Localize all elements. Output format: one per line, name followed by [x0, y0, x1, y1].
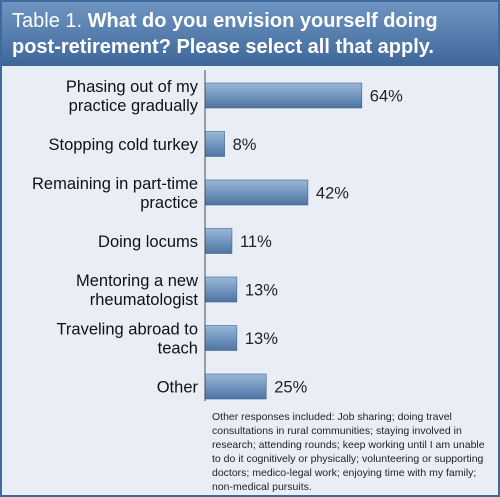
value-label: 42%	[316, 185, 349, 203]
bar-chart: Phasing out of my practice gradually 64% St…	[32, 70, 403, 401]
category-label: Other	[157, 379, 199, 397]
bar	[204, 325, 238, 351]
bar	[204, 82, 363, 109]
bar	[204, 131, 225, 157]
bar	[204, 179, 309, 206]
bar	[204, 228, 233, 254]
category-label: Stopping cold turkey	[48, 136, 198, 154]
category-label: Phasing out of my practice gradually	[66, 78, 199, 115]
value-label: 11%	[240, 233, 272, 251]
category-label: Traveling abroad to teach	[56, 321, 198, 358]
bar	[204, 276, 238, 303]
table-number: Table 1.	[12, 10, 83, 32]
value-label: 25%	[274, 379, 307, 397]
value-label: 8%	[233, 136, 257, 154]
value-label: 13%	[245, 330, 278, 348]
table-title: What do you envision yourself doing post…	[12, 10, 438, 58]
value-label: 13%	[245, 282, 278, 300]
table-header: Table 1. What do you envision yourself d…	[2, 2, 498, 66]
bars-group: Phasing out of my practice gradually 64% St…	[32, 78, 403, 400]
footnote: Other responses included: Job sharing; d…	[212, 411, 485, 493]
category-label: Mentoring a new rheumatologist	[76, 272, 198, 309]
value-label: 64%	[370, 88, 403, 106]
category-label: Doing locums	[98, 233, 198, 251]
category-label: Remaining in part-time practice	[32, 175, 198, 212]
bar	[204, 373, 267, 400]
